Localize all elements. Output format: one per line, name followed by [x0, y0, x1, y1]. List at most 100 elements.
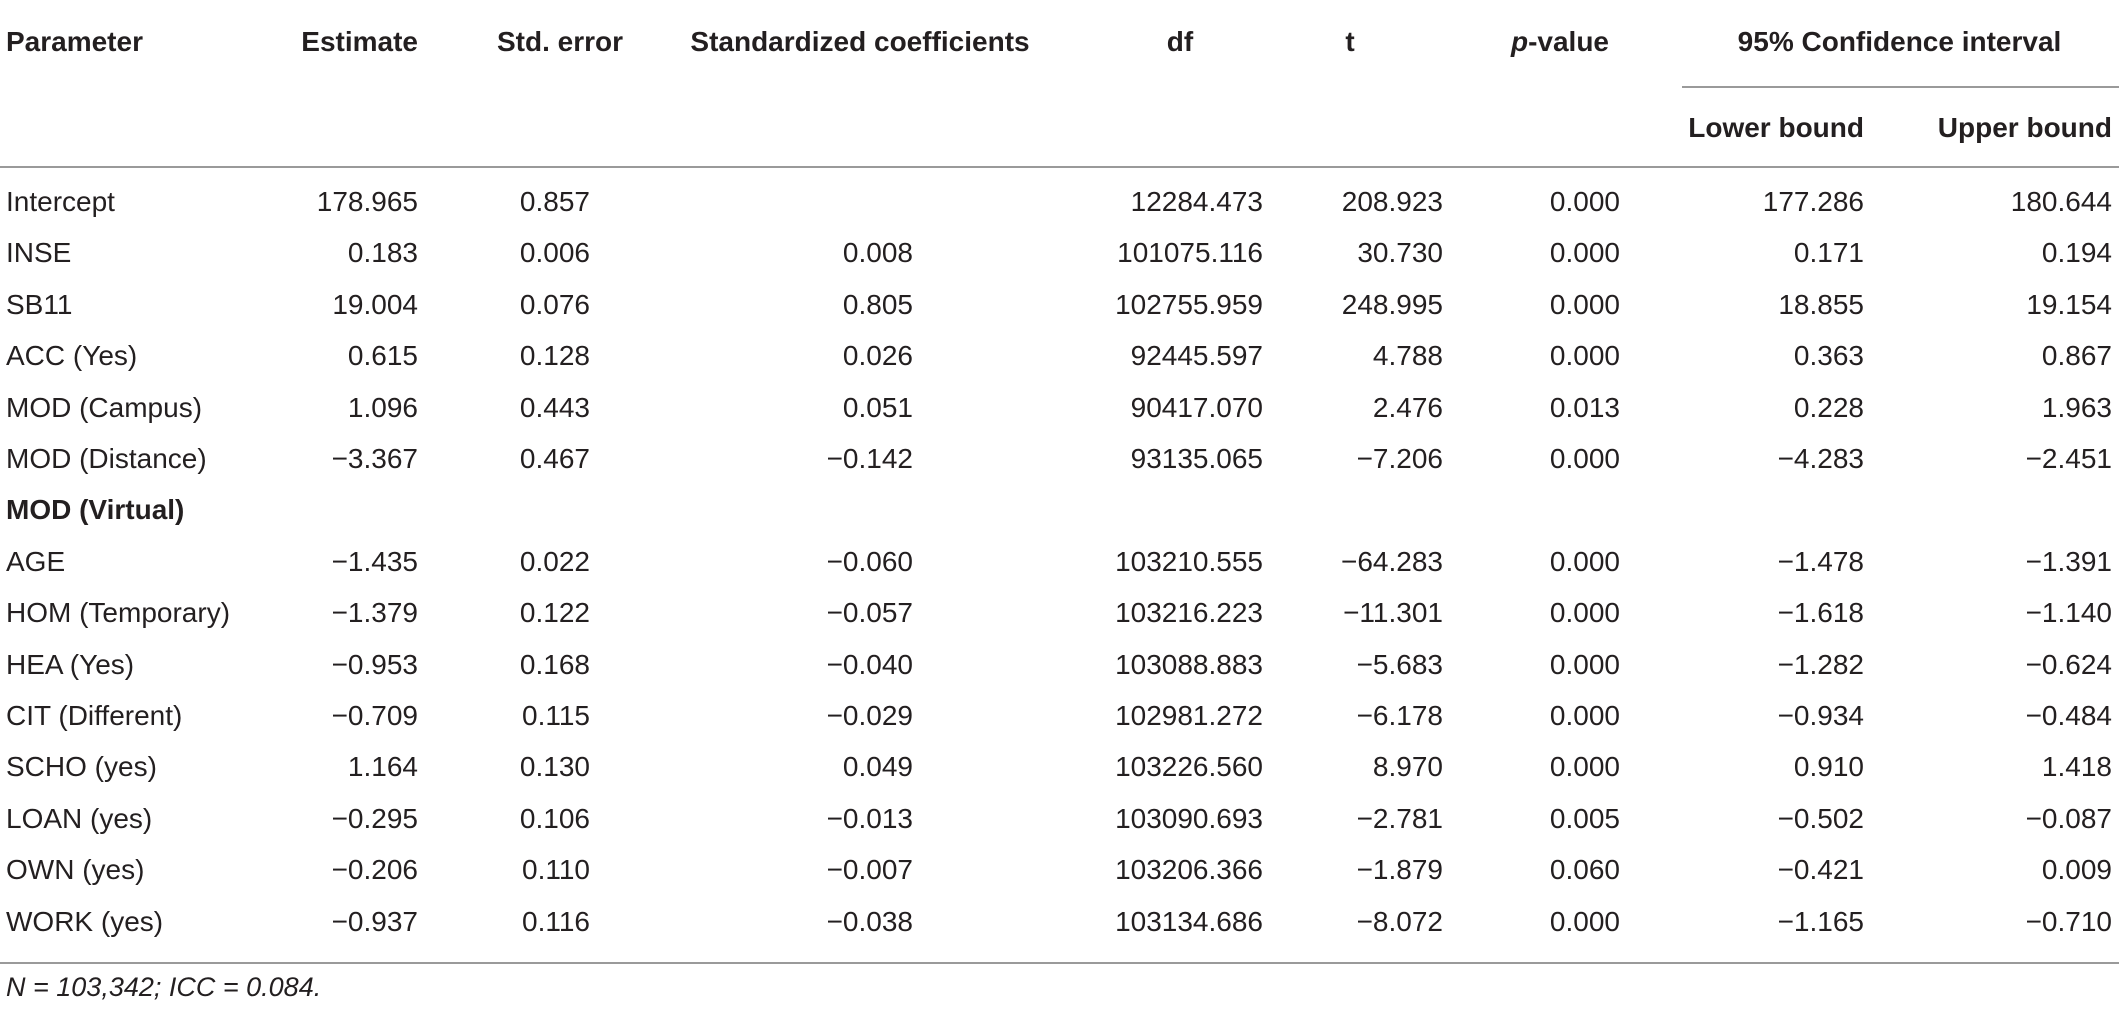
cell-upper-bound: −0.624 [2025, 648, 2112, 680]
cell-t: −5.683 [1356, 648, 1443, 680]
cell-p-value: 0.000 [1549, 237, 1620, 269]
cell-df: 12284.473 [1130, 186, 1263, 217]
cell-std-error: 0.106 [519, 802, 590, 834]
cell-p-value: 0.000 [1549, 751, 1620, 783]
cell-df: 103216.223 [1115, 597, 1263, 629]
cell-p-value: 0.000 [1549, 288, 1620, 320]
cell-parameter: MOD (Campus) [6, 391, 203, 423]
cell-t: 4.788 [1372, 340, 1443, 372]
cell-std-error: 0.168 [519, 648, 590, 680]
cell-std-coefficient: 0.026 [842, 340, 913, 372]
header-estimate: Estimate [301, 26, 418, 57]
cell-t: 2.476 [1372, 391, 1443, 423]
cell-t: −8.072 [1356, 905, 1443, 937]
cell-parameter: AGE [6, 545, 66, 577]
cell-estimate: 1.096 [347, 391, 418, 423]
cell-lower-bound: −0.502 [1777, 802, 1864, 834]
cell-lower-bound: −0.421 [1777, 854, 1864, 886]
cell-t: 30.730 [1357, 237, 1443, 269]
cell-parameter: HEA (Yes) [6, 648, 135, 680]
cell-lower-bound: 177.286 [1762, 186, 1864, 217]
cell-std-coefficient: −0.007 [826, 854, 913, 886]
cell-t: 208.923 [1341, 186, 1443, 217]
table-footnote: N = 103,342; ICC = 0.084. [6, 972, 322, 1002]
header-p-italic: p [1510, 26, 1529, 57]
cell-parameter: SB11 [6, 288, 73, 320]
cell-estimate: −1.435 [331, 545, 418, 577]
cell-estimate: 19.004 [332, 288, 418, 320]
cell-std-error: 0.130 [519, 751, 590, 783]
cell-t: −1.879 [1356, 854, 1443, 886]
cell-upper-bound: −2.451 [2025, 443, 2112, 474]
cell-t: −11.301 [1343, 597, 1443, 629]
cell-estimate: 1.164 [347, 751, 418, 783]
header-p-value: p-value [1460, 26, 1660, 58]
header-df: df [1166, 26, 1194, 57]
cell-df: 103206.366 [1115, 854, 1263, 886]
header-std-coefficients: Standardized coefficients [690, 26, 1030, 57]
cell-t: −6.178 [1356, 700, 1443, 731]
cell-df: 93135.065 [1130, 443, 1263, 474]
cell-df: 103226.560 [1115, 751, 1263, 783]
cell-lower-bound: −4.283 [1777, 443, 1864, 474]
cell-df: 102981.272 [1115, 700, 1263, 731]
cell-df: 92445.597 [1130, 340, 1263, 372]
cell-std-error: 0.076 [519, 288, 590, 320]
cell-upper-bound: 1.418 [2041, 751, 2112, 783]
cell-estimate: −0.295 [331, 802, 418, 834]
cell-lower-bound: 18.855 [1778, 288, 1864, 320]
cell-parameter: MOD (Virtual) [6, 494, 185, 526]
cell-std-error: 0.006 [519, 237, 590, 269]
cell-std-error: 0.443 [519, 391, 590, 423]
cell-estimate: −3.367 [331, 443, 418, 474]
header-rule [0, 166, 2119, 168]
cell-std-error: 0.022 [519, 545, 590, 577]
cell-estimate: −0.937 [331, 905, 418, 937]
cell-df: 103134.686 [1115, 905, 1263, 937]
cell-p-value: 0.000 [1549, 648, 1620, 680]
cell-std-coefficient: −0.013 [826, 802, 913, 834]
cell-std-coefficient: −0.038 [826, 905, 913, 937]
cell-parameter: INSE [6, 237, 72, 269]
cell-parameter: WORK (yes) [6, 905, 164, 937]
cell-estimate: −1.379 [331, 597, 418, 629]
cell-std-coefficient: 0.049 [842, 751, 913, 783]
cell-lower-bound: −1.282 [1777, 648, 1864, 680]
header-lower-bound: Lower bound [1688, 112, 1864, 143]
cell-upper-bound: 1.963 [2041, 391, 2112, 423]
header-parameter: Parameter [6, 26, 143, 57]
cell-std-error: 0.467 [519, 443, 590, 474]
cell-t: −2.781 [1356, 802, 1443, 834]
cell-parameter: MOD (Distance) [6, 443, 207, 474]
cell-upper-bound: 19.154 [2026, 288, 2112, 320]
cell-upper-bound: 0.194 [2041, 237, 2112, 269]
cell-lower-bound: −1.478 [1777, 545, 1864, 577]
cell-t: −7.206 [1356, 443, 1443, 474]
cell-df: 103210.555 [1115, 545, 1263, 577]
cell-std-coefficient: −0.057 [826, 597, 913, 629]
cell-p-value: 0.013 [1549, 391, 1620, 423]
cell-lower-bound: 0.363 [1793, 340, 1864, 372]
cell-p-value: 0.000 [1549, 700, 1620, 731]
cell-std-coefficient: −0.060 [826, 545, 913, 577]
header-upper-bound: Upper bound [1937, 112, 2112, 143]
cell-parameter: SCHO (yes) [6, 751, 157, 783]
cell-estimate: −0.953 [331, 648, 418, 680]
ci-header-rule [1682, 86, 2119, 88]
cell-std-error: 0.857 [519, 186, 590, 217]
cell-df: 103088.883 [1115, 648, 1263, 680]
cell-upper-bound: −0.087 [2025, 802, 2112, 834]
cell-t: 8.970 [1372, 751, 1443, 783]
header-confidence-interval: 95% Confidence interval [1737, 26, 2062, 57]
cell-p-value: 0.060 [1549, 854, 1620, 886]
cell-upper-bound: −0.710 [2025, 905, 2112, 937]
cell-p-value: 0.000 [1549, 186, 1620, 217]
cell-upper-bound: −1.140 [2025, 597, 2112, 629]
cell-std-coefficient: 0.051 [842, 391, 913, 423]
header-std-error: Std. error [496, 26, 624, 57]
cell-std-error: 0.110 [522, 854, 590, 886]
cell-std-error: 0.115 [522, 700, 590, 731]
cell-p-value: 0.000 [1549, 597, 1620, 629]
cell-t: 248.995 [1341, 288, 1443, 320]
cell-df: 101075.116 [1117, 237, 1263, 269]
